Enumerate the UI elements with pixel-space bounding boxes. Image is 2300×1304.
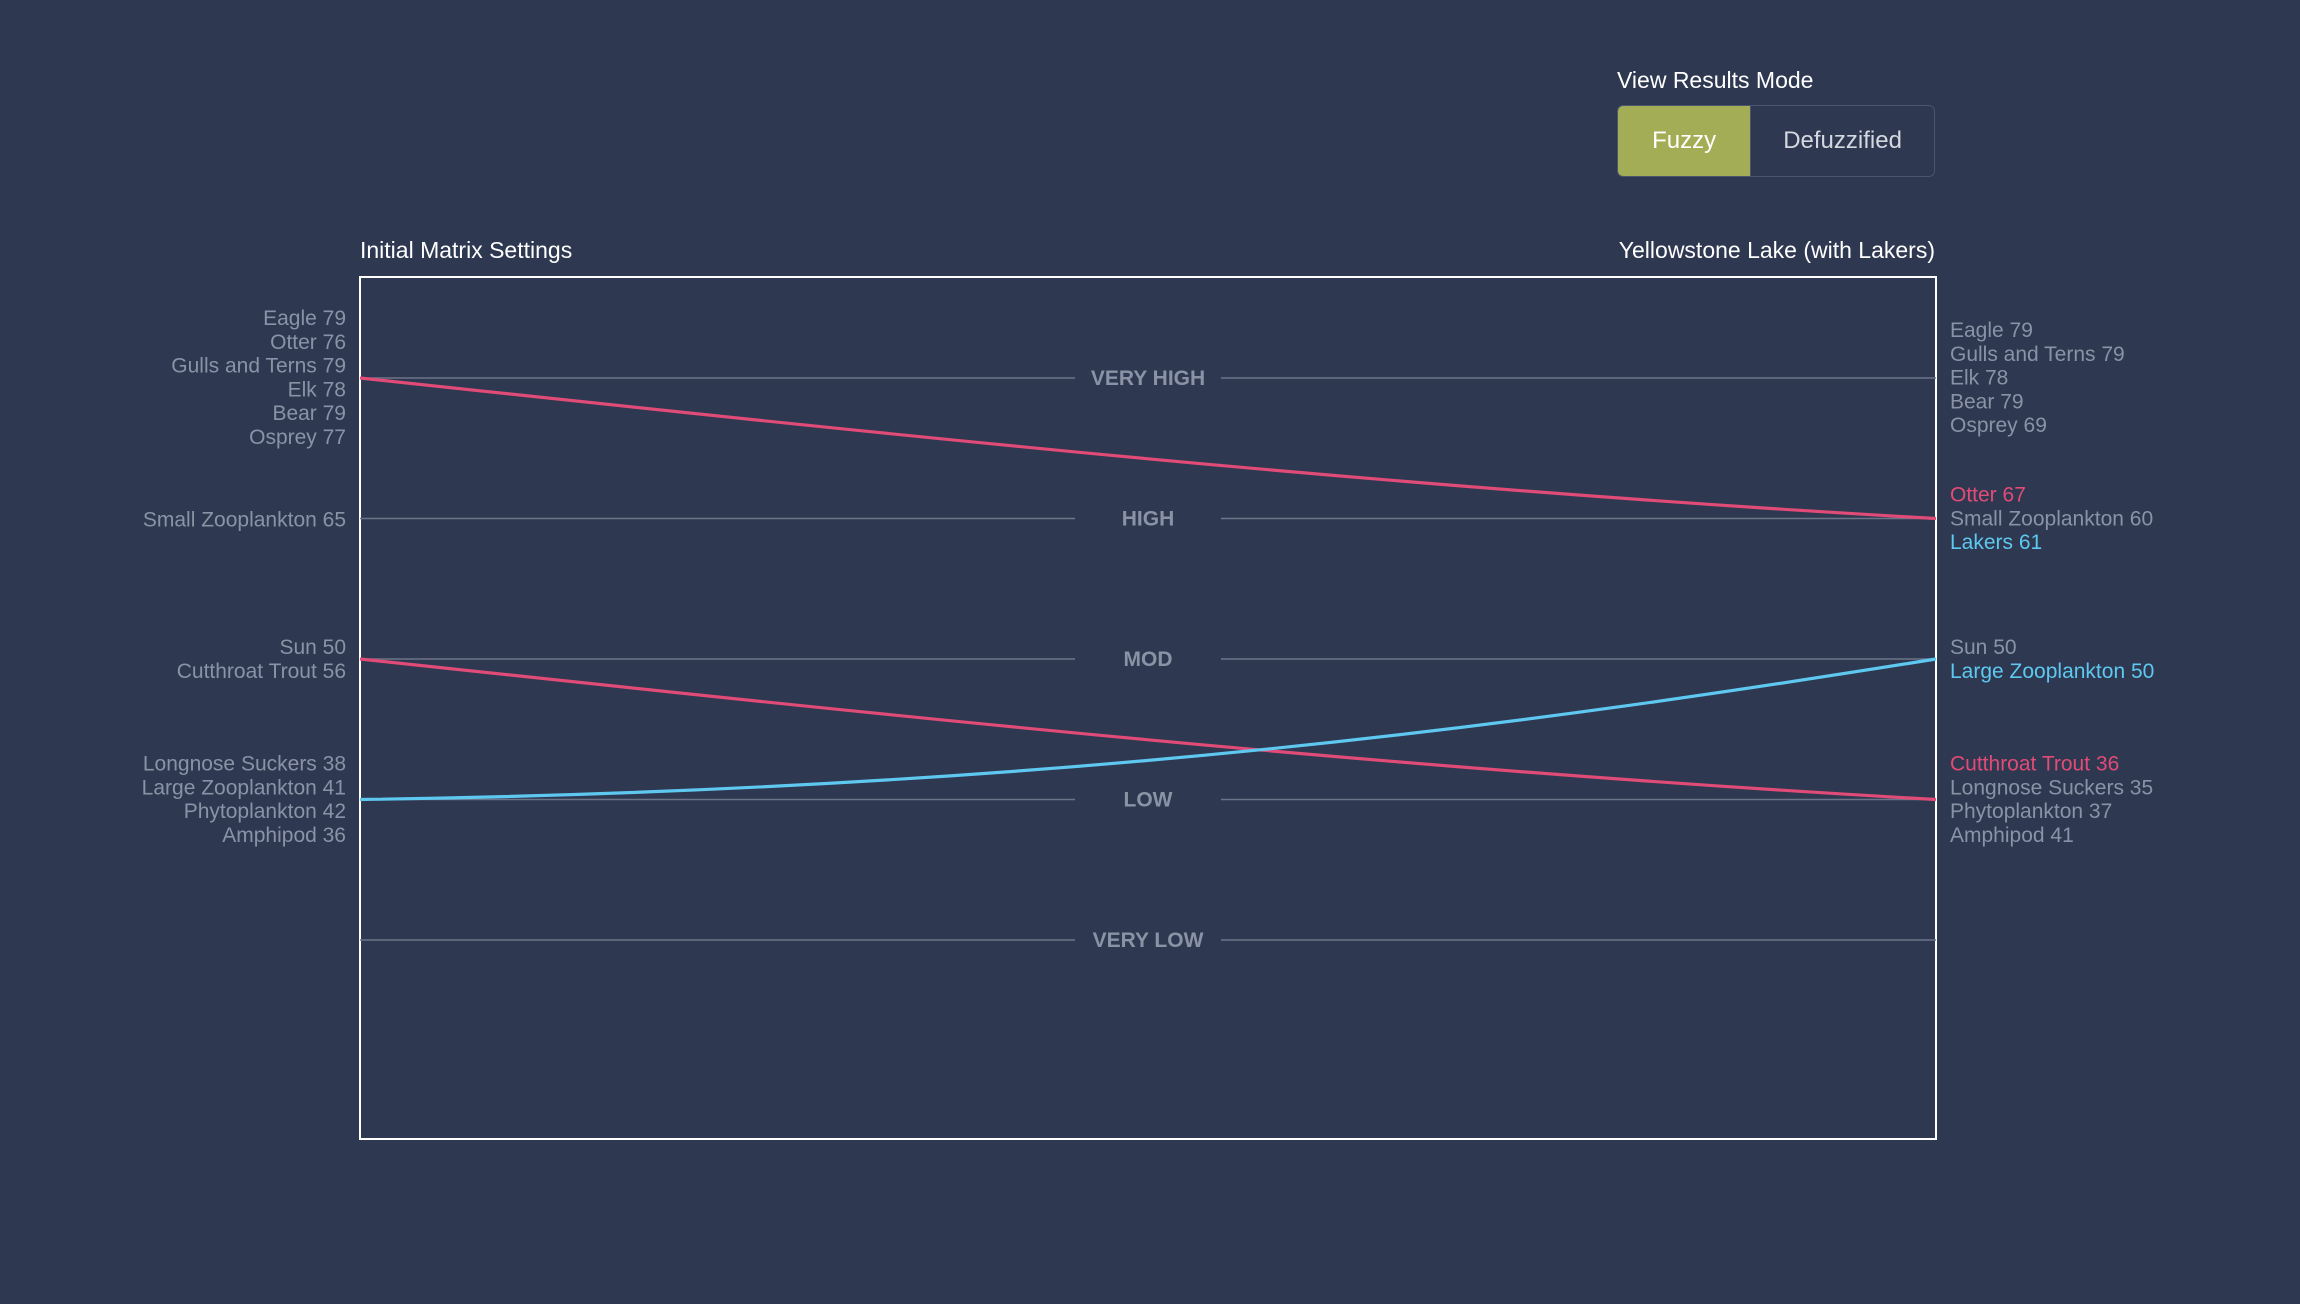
left-node-small-zooplankton: Small Zooplankton 65 <box>143 509 346 532</box>
right-node-elk: Elk 78 <box>1950 367 2008 390</box>
chart-frame <box>359 276 1937 1140</box>
left-node-eagle: Eagle 79 <box>263 307 346 330</box>
level-label-very-high: VERY HIGH <box>1091 367 1205 390</box>
right-node-small-zooplankton: Small Zooplankton 60 <box>1950 507 2153 530</box>
left-node-elk: Elk 78 <box>288 378 346 401</box>
level-label-low: LOW <box>1124 789 1173 812</box>
right-node-lakers: Lakers 61 <box>1950 531 2042 554</box>
series-line-mod-to-low <box>359 657 1937 802</box>
right-node-gulls-and-terns: Gulls and Terns 79 <box>1950 343 2125 366</box>
right-node-otter: Otter 67 <box>1950 484 2026 507</box>
left-node-bear: Bear 79 <box>272 402 346 425</box>
right-node-large-zooplankton: Large Zooplankton 50 <box>1950 660 2154 683</box>
left-node-gulls-and-terns: Gulls and Terns 79 <box>171 355 346 378</box>
right-node-bear: Bear 79 <box>1950 390 2024 413</box>
defuzzified-mode-button[interactable]: Defuzzified <box>1750 106 1934 176</box>
initial-matrix-title: Initial Matrix Settings <box>360 237 573 263</box>
view-mode-toggle: Fuzzy Defuzzified <box>1617 105 1935 177</box>
right-node-amphipod: Amphipod 41 <box>1950 824 2074 847</box>
level-label-mod: MOD <box>1124 648 1173 671</box>
right-node-longnose-suckers: Longnose Suckers 35 <box>1950 776 2153 799</box>
right-node-eagle: Eagle 79 <box>1950 319 2033 342</box>
left-node-longnose-suckers: Longnose Suckers 38 <box>143 753 346 776</box>
fuzzy-mode-button[interactable]: Fuzzy <box>1618 106 1751 176</box>
left-node-sun: Sun 50 <box>279 636 346 659</box>
left-node-osprey: Osprey 77 <box>249 426 346 449</box>
series-line-very-high-to-high <box>359 376 1937 521</box>
view-results-mode-label: View Results Mode <box>1617 67 1814 93</box>
right-node-cutthroat-trout: Cutthroat Trout 36 <box>1950 753 2119 776</box>
left-node-cutthroat-trout: Cutthroat Trout 56 <box>177 660 346 683</box>
level-label-high: HIGH <box>1122 508 1175 531</box>
left-node-large-zooplankton: Large Zooplankton 41 <box>142 776 346 799</box>
left-node-amphipod: Amphipod 36 <box>222 824 346 847</box>
right-node-sun: Sun 50 <box>1950 636 2017 659</box>
scenario-title: Yellowstone Lake (with Lakers) <box>1618 237 1935 263</box>
series-line-low-to-mod <box>359 657 1937 802</box>
left-node-otter: Otter 76 <box>270 331 346 354</box>
right-node-osprey: Osprey 69 <box>1950 414 2047 437</box>
level-label-very-low: VERY LOW <box>1093 929 1204 952</box>
right-node-phytoplankton: Phytoplankton 37 <box>1950 800 2112 823</box>
left-node-phytoplankton: Phytoplankton 42 <box>184 800 346 823</box>
